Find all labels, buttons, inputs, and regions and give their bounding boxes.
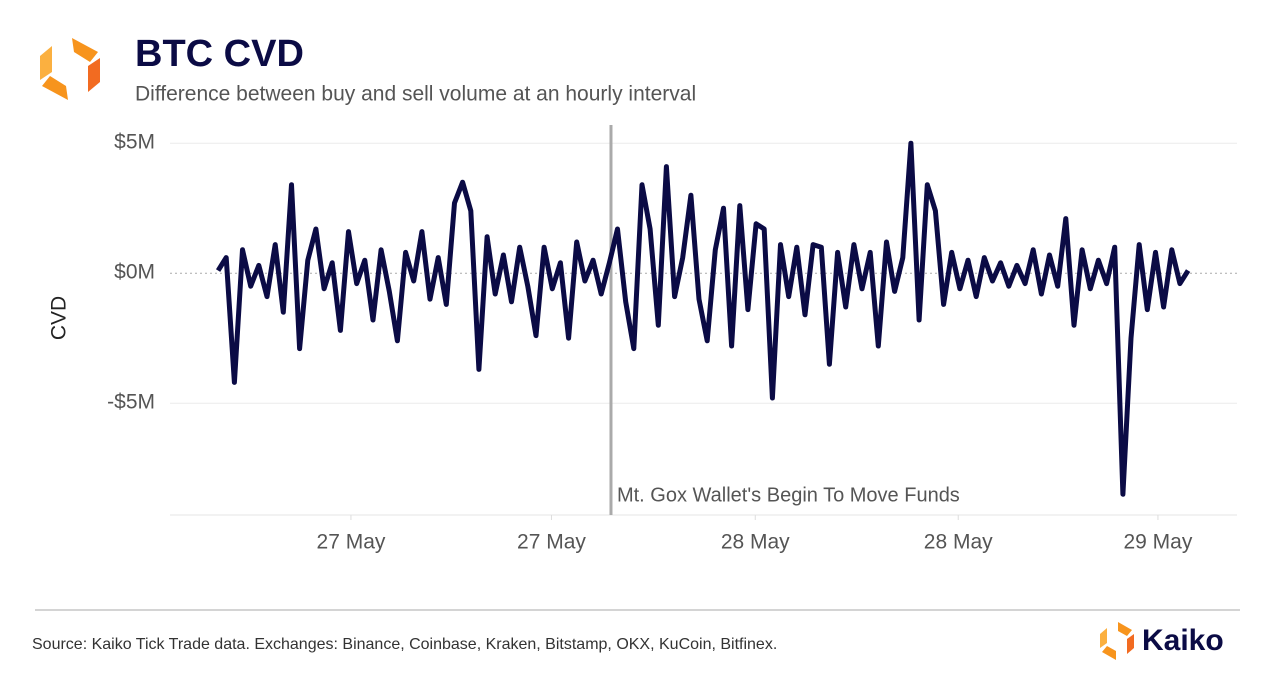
x-tick-label: 28 May [924,531,993,554]
cvd-line [215,140,1191,497]
y-tick-label: $5M [114,131,155,154]
brand-name: Kaiko [1142,624,1224,657]
x-tick-label: 29 May [1123,531,1192,554]
annotation-label: Mt. Gox Wallet's Begin To Move Funds [617,484,960,506]
brand-logo [1100,622,1134,660]
x-tick-label: 28 May [721,531,790,554]
x-tick-label: 27 May [517,531,586,554]
logo [40,38,100,100]
x-tick-label: 27 May [317,531,386,554]
chart-title: BTC CVD [135,33,304,75]
chart-subtitle: Difference between buy and sell volume a… [135,83,696,106]
y-tick-label: -$5M [107,391,155,414]
y-tick-label: $0M [114,261,155,284]
source-note: Source: Kaiko Tick Trade data. Exchanges… [32,636,777,653]
y-axis-label: CVD [48,296,71,340]
